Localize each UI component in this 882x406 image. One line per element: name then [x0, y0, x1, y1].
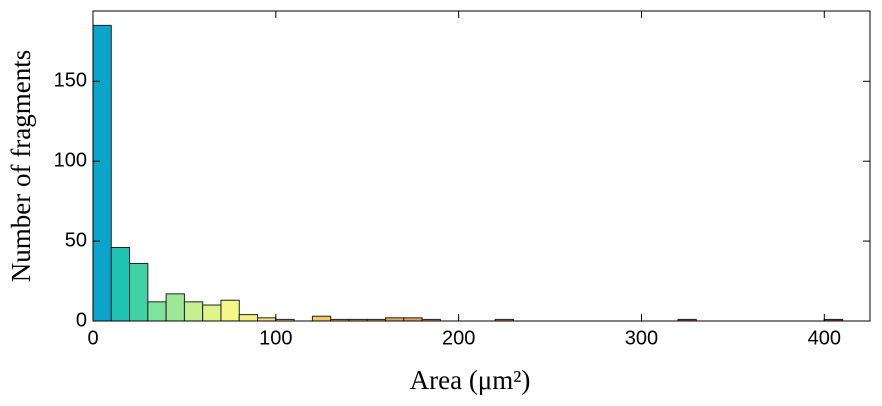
plot-frame — [92, 10, 871, 322]
y-tick-label: 50 — [65, 229, 87, 251]
x-axis-label: Area (μm²) — [410, 365, 531, 395]
x-tick-label: 200 — [442, 327, 475, 349]
bar — [220, 299, 240, 322]
bar — [92, 24, 112, 322]
bar — [129, 262, 149, 322]
x-tick-label: 300 — [625, 327, 658, 349]
bar — [238, 314, 259, 322]
x-tick-label: 400 — [808, 327, 841, 349]
y-tick-label: 0 — [76, 309, 87, 331]
x-tick-label: 0 — [87, 327, 98, 349]
bar — [110, 246, 131, 322]
x-tick-label: 100 — [259, 327, 292, 349]
bar — [165, 293, 185, 322]
y-tick-label: 100 — [54, 149, 87, 171]
bar — [202, 304, 222, 322]
bar — [311, 315, 332, 322]
y-tick-label: 150 — [54, 70, 87, 92]
bar — [147, 301, 167, 322]
y-axis-label: Number of fragments — [6, 50, 36, 282]
bar — [183, 301, 204, 322]
